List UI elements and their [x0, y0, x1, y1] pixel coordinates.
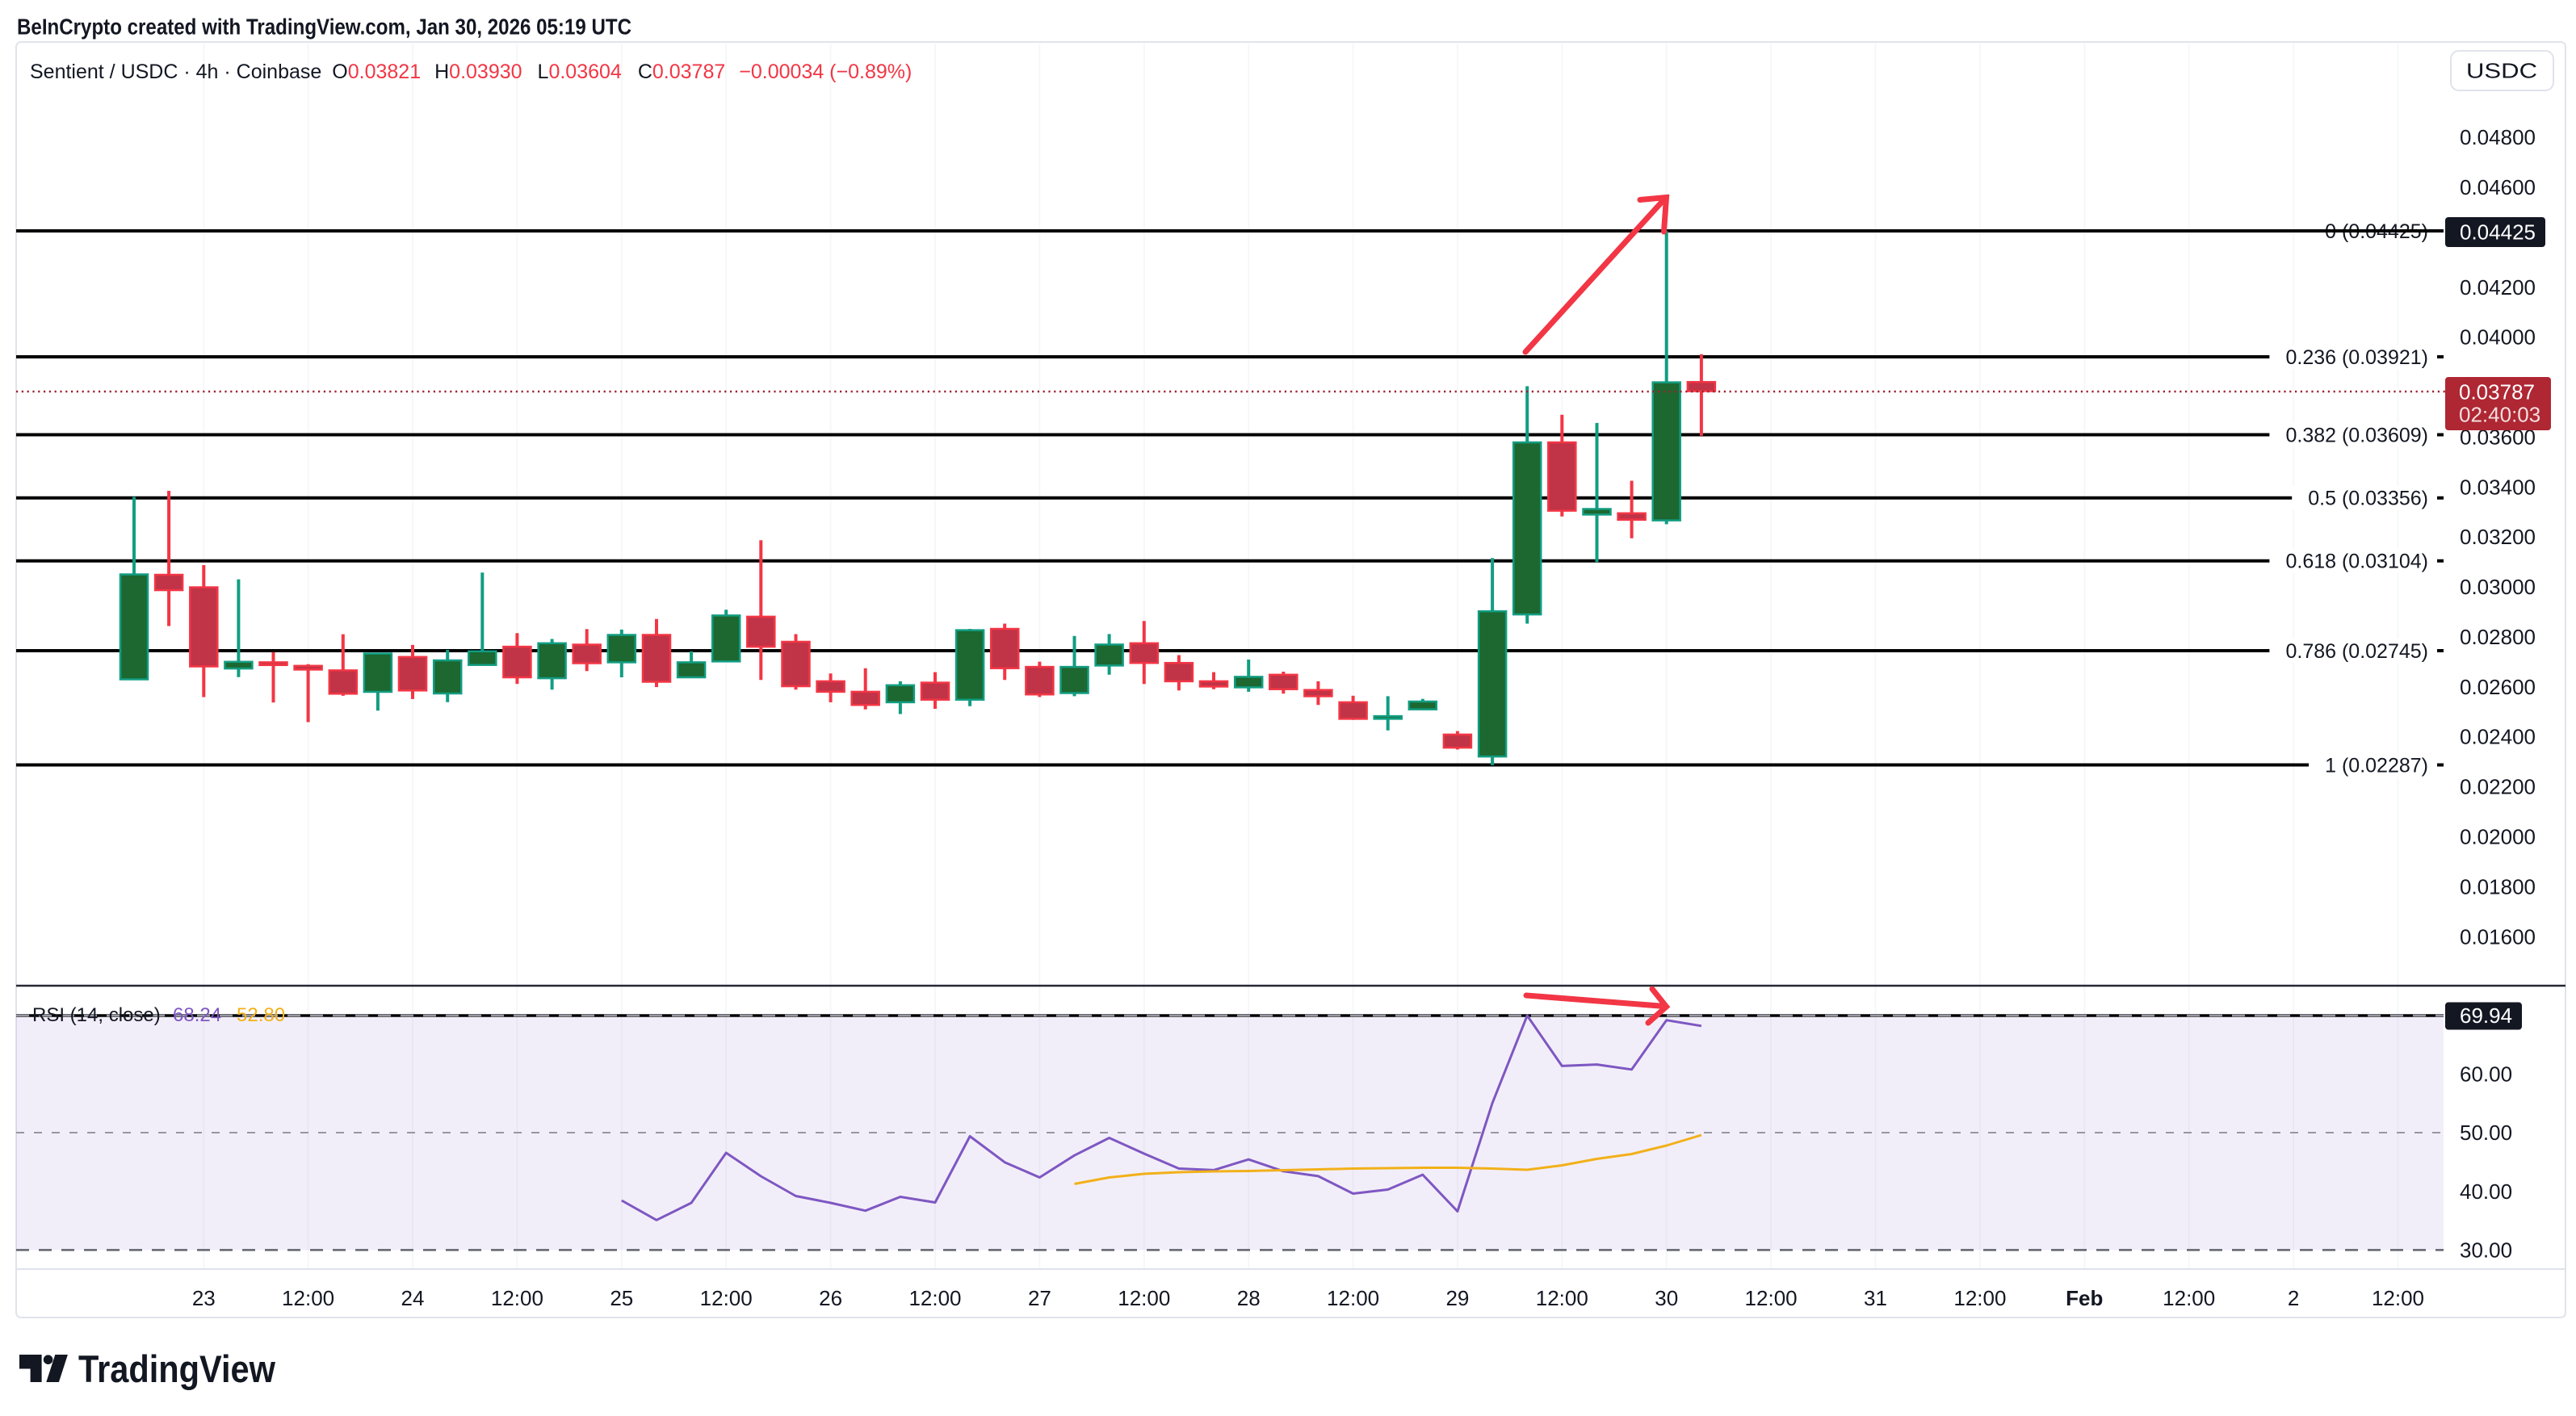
svg-text:0.02200: 0.02200	[2460, 775, 2536, 799]
svg-text:TradingView: TradingView	[78, 1347, 275, 1390]
svg-text:12:00: 12:00	[1118, 1286, 1170, 1310]
svg-text:RSI (14, close): RSI (14, close)	[32, 1004, 161, 1026]
svg-text:12:00: 12:00	[700, 1286, 753, 1310]
svg-text:0.618 (0.03104): 0.618 (0.03104)	[2285, 551, 2428, 573]
svg-text:12:00: 12:00	[1745, 1286, 1798, 1310]
svg-text:0.01800: 0.01800	[2460, 874, 2536, 899]
svg-text:28: 28	[1237, 1286, 1261, 1310]
svg-text:0.02600: 0.02600	[2460, 675, 2536, 699]
svg-text:29: 29	[1445, 1286, 1469, 1310]
svg-text:0.04600: 0.04600	[2460, 175, 2536, 199]
svg-text:0.03000: 0.03000	[2460, 575, 2536, 599]
svg-text:0.01600: 0.01600	[2460, 924, 2536, 949]
svg-text:23: 23	[192, 1286, 216, 1310]
svg-text:02:40:03: 02:40:03	[2459, 403, 2540, 427]
svg-text:Feb: Feb	[2066, 1286, 2103, 1310]
svg-text:24: 24	[401, 1286, 425, 1310]
svg-text:BeInCrypto created with Tradin: BeInCrypto created with TradingView.com,…	[17, 15, 631, 40]
svg-text:0.04800: 0.04800	[2460, 125, 2536, 149]
svg-text:68.24: 68.24	[173, 1004, 221, 1026]
svg-text:0.786 (0.02745): 0.786 (0.02745)	[2285, 640, 2428, 663]
svg-text:12:00: 12:00	[1327, 1286, 1379, 1310]
svg-text:0.04200: 0.04200	[2460, 275, 2536, 300]
svg-text:12:00: 12:00	[908, 1286, 961, 1310]
svg-text:12:00: 12:00	[1953, 1286, 2006, 1310]
svg-text:0.382 (0.03609): 0.382 (0.03609)	[2285, 424, 2428, 446]
svg-text:0.03400: 0.03400	[2460, 475, 2536, 499]
svg-text:2: 2	[2288, 1286, 2299, 1310]
svg-text:31: 31	[1864, 1286, 1887, 1310]
svg-text:12:00: 12:00	[282, 1286, 334, 1310]
svg-text:60.00: 60.00	[2460, 1062, 2512, 1087]
svg-text:0.04425: 0.04425	[2460, 220, 2536, 245]
svg-text:12:00: 12:00	[1536, 1286, 1588, 1310]
svg-text:0.02000: 0.02000	[2460, 825, 2536, 849]
svg-text:12:00: 12:00	[2372, 1286, 2424, 1310]
svg-text:0.236 (0.03921): 0.236 (0.03921)	[2285, 346, 2428, 369]
svg-text:0.03787: 0.03787	[2459, 380, 2535, 404]
svg-text:1 (0.02287): 1 (0.02287)	[2325, 754, 2428, 777]
svg-text:30.00: 30.00	[2460, 1238, 2512, 1263]
svg-text:0.02400: 0.02400	[2460, 725, 2536, 749]
svg-text:50.00: 50.00	[2460, 1121, 2512, 1145]
svg-text:0.02800: 0.02800	[2460, 625, 2536, 649]
svg-text:40.00: 40.00	[2460, 1179, 2512, 1204]
svg-text:12:00: 12:00	[491, 1286, 543, 1310]
svg-text:USDC: USDC	[2466, 59, 2537, 83]
svg-text:30: 30	[1655, 1286, 1678, 1310]
svg-text:0.04000: 0.04000	[2460, 325, 2536, 350]
svg-text:Sentient / USDC · 4h · Coinbas: Sentient / USDC · 4h · Coinbase O0.03821 H…	[30, 61, 912, 83]
svg-text:0.03200: 0.03200	[2460, 525, 2536, 549]
svg-text:26: 26	[819, 1286, 842, 1310]
svg-text:25: 25	[610, 1286, 633, 1310]
svg-text:52.80: 52.80	[237, 1004, 285, 1026]
svg-text:69.94: 69.94	[2460, 1003, 2512, 1028]
svg-text:12:00: 12:00	[2163, 1286, 2215, 1310]
svg-text:0.5 (0.03356): 0.5 (0.03356)	[2308, 488, 2428, 510]
svg-text:27: 27	[1028, 1286, 1051, 1310]
